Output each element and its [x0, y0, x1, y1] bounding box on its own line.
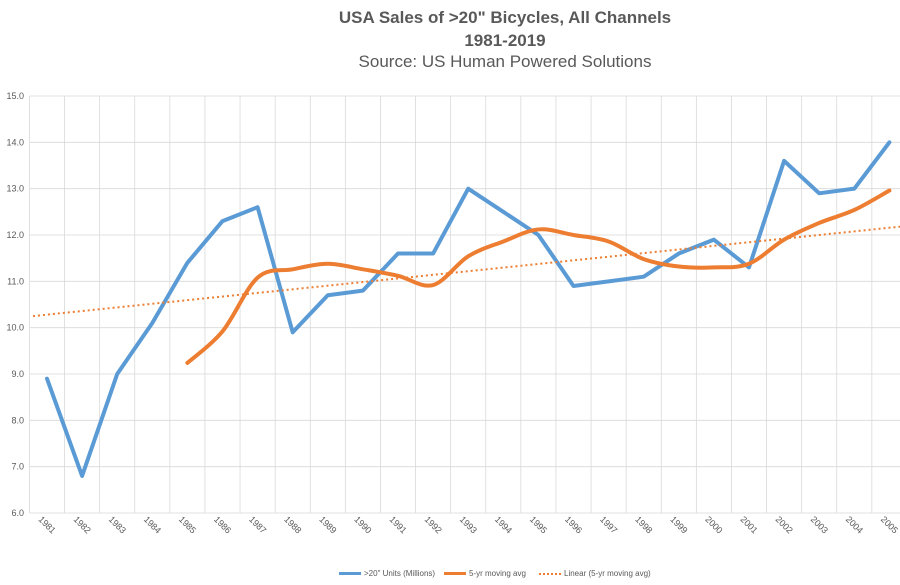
x-tick-label: 1985 — [177, 514, 198, 535]
legend-label-moving-avg: 5-yr moving avg — [469, 569, 526, 578]
legend-label-units: >20" Units (Millions) — [364, 569, 436, 578]
x-tick-label: 1981 — [37, 514, 58, 535]
x-tick-label: 2004 — [844, 514, 865, 535]
y-tick-label: 11.0 — [7, 276, 24, 286]
legend-item-units: >20" Units (Millions) — [339, 569, 435, 578]
y-tick-label: 14.0 — [6, 137, 24, 147]
grid-lines — [29, 95, 900, 514]
legend-item-linear: Linear (5-yr moving avg) — [539, 569, 651, 578]
x-tick-label: 1987 — [247, 514, 268, 535]
y-tick-label: 10.0 — [6, 323, 24, 333]
x-tick-label: 1996 — [563, 514, 584, 535]
x-tick-label: 1986 — [212, 514, 233, 535]
x-tick-label: 1994 — [493, 514, 514, 535]
x-axis-ticks: 1981 1982 1983 1984 1985 1986 1987 1988 1989 1990… — [37, 514, 900, 535]
chart-title: USA Sales of >20" Bicycles, All Channels — [338, 8, 672, 27]
series-line-units — [45, 140, 892, 478]
legend-swatch-moving-avg — [444, 572, 466, 575]
x-tick-label: 2002 — [774, 514, 795, 535]
x-tick-label: 1999 — [668, 514, 689, 535]
legend-label-linear: Linear (5-yr moving avg) — [564, 569, 651, 578]
x-tick-label: 2000 — [703, 514, 724, 535]
x-tick-label: 1993 — [458, 514, 479, 535]
series-line-linear-trend — [32, 225, 900, 318]
x-tick-label: 1995 — [528, 514, 549, 535]
x-tick-label: 1992 — [423, 514, 444, 535]
x-tick-label: 1982 — [72, 514, 93, 535]
x-tick-label: 2003 — [809, 514, 830, 535]
x-tick-label: 1998 — [633, 514, 654, 535]
y-tick-label: 9.0 — [11, 369, 24, 379]
y-tick-label: 12.0 — [6, 230, 24, 240]
chart-source: Source: US Human Powered Solutions — [358, 52, 652, 71]
x-tick-label: 1997 — [598, 514, 619, 535]
legend-swatch-linear — [539, 572, 561, 575]
series-lines — [32, 140, 900, 478]
x-tick-label: 1983 — [107, 514, 128, 535]
x-tick-label: 1990 — [352, 514, 373, 535]
y-tick-label: 6.0 — [11, 508, 24, 518]
legend-item-moving-avg: 5-yr moving avg — [444, 569, 526, 578]
series-line-moving-avg — [185, 188, 892, 365]
y-tick-label: 13.0 — [6, 184, 24, 194]
legend: >20" Units (Millions) 5-yr moving avg Li… — [0, 569, 900, 583]
y-tick-label: 7.0 — [11, 462, 24, 472]
y-tick-label: 8.0 — [11, 415, 24, 425]
chart-subtitle: 1981-2019 — [464, 31, 546, 50]
legend-swatch-units — [339, 572, 361, 575]
x-tick-label: 2005 — [879, 514, 900, 535]
x-tick-label: 2001 — [739, 514, 760, 535]
y-tick-label: 15.0 — [6, 91, 24, 101]
x-tick-label: 1989 — [317, 514, 338, 535]
x-tick-label: 1984 — [142, 514, 163, 535]
x-tick-label: 1988 — [282, 514, 303, 535]
x-tick-label: 1991 — [388, 514, 409, 535]
y-axis-ticks: 6.0 7.0 8.0 9.0 10.0 11.0 12.0 13.0 14.0 15.0 — [6, 91, 24, 518]
